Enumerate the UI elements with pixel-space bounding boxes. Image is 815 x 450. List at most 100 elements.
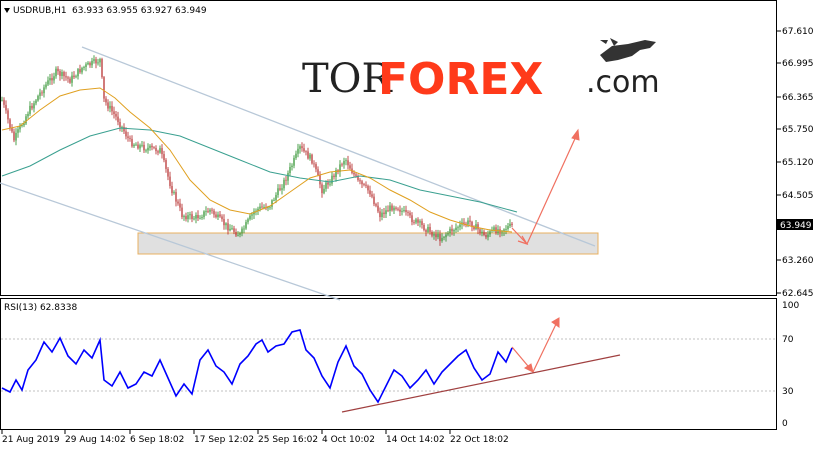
candle-body [419,221,421,223]
candle-body [403,210,405,211]
channel-lower-line [0,182,341,301]
candle-body [407,212,409,213]
candle-body [339,164,341,172]
channel-upper-line [81,46,596,247]
candle-body [511,223,513,225]
dropdown-triangle-icon [4,8,10,13]
candle-body [353,172,355,175]
candle-body [473,226,475,230]
logo-tor-text: TOR [302,56,393,102]
candle-body [193,218,195,220]
candle-body [63,72,65,77]
candle-body [477,224,479,230]
time-tick-label: 14 Oct 14:02 [386,435,445,445]
candle-body [375,204,377,206]
time-tick-label: 17 Sep 12:02 [194,435,254,445]
candle-body [361,181,363,185]
rsi-line [1,329,513,404]
candle-body [111,105,113,112]
candle-body [445,234,447,238]
candle-body [73,75,75,78]
candle-body [177,201,179,204]
chart-header: USDRUB,H1 63.933 63.955 63.927 63.949 [4,6,207,16]
candle-body [55,68,57,77]
price-tick-label: 63.260 [782,256,814,266]
candle-body [183,216,185,218]
candle-body [281,188,283,190]
candle-body [45,84,47,88]
candle-body [145,150,147,152]
candle-body [393,207,395,211]
candle-body [211,209,213,211]
candle-body [207,211,209,212]
candle-body [231,228,233,230]
candle-body [249,215,251,220]
candle-body [101,59,103,78]
candle-body [227,223,229,231]
candle-body [127,136,129,138]
candle-body [151,145,153,148]
candle-body [437,233,439,238]
candle-body [99,59,101,63]
candle-body [509,223,511,227]
candle-body [273,199,275,201]
candle-body [325,182,327,189]
candle-body [317,169,319,176]
candle-body [397,208,399,210]
candle-body [505,229,507,230]
candle-body [293,157,295,166]
candle-body [103,77,105,99]
candle-body [109,105,111,109]
candle-body [159,148,161,153]
candle-body [243,228,245,230]
candle-body [291,165,293,167]
candle-body [321,184,323,194]
candle-body [15,132,17,141]
candle-body [305,151,307,153]
rsi-axis: 100 70 30 0 [782,301,799,429]
candle-body [443,237,445,238]
candle-body [481,231,483,234]
candle-body [239,233,241,235]
candle-body [343,161,345,165]
candle-body [69,78,71,83]
candle-body [395,207,397,209]
candle-body [129,137,131,139]
candle-body [435,234,437,238]
candle-body [347,160,349,166]
candle-body [75,76,77,78]
candle-body [287,173,289,181]
candle-body [157,151,159,153]
candle-body [9,119,11,128]
candle-body [377,205,379,212]
time-axis: 21 Aug 2019 29 Aug 14:02 6 Sep 18:02 17 … [1,430,509,445]
candle-body [87,62,89,65]
candle-body [57,68,59,72]
candle-body [181,207,183,217]
candle-body [335,170,337,177]
candle-body [301,146,303,149]
candle-body [303,148,305,152]
candle-body [169,176,171,186]
candle-body [205,211,207,212]
candle-body [295,153,297,158]
current-price-tag [777,219,813,230]
candle-body [341,164,343,166]
candle-body [173,192,175,194]
candle-body [179,203,181,208]
candle-body [449,228,451,234]
candle-body [53,76,55,81]
candle-body [501,231,503,233]
candle-body [399,209,401,212]
candle-body [271,200,273,207]
candle-body [309,154,311,159]
price-tick-label: 66.365 [782,93,814,103]
price-pane-frame [0,0,777,296]
candle-body [19,125,21,130]
candle-body [279,188,281,190]
candle-body [469,220,471,222]
candle-body [175,192,177,202]
candle-body [1,99,3,101]
